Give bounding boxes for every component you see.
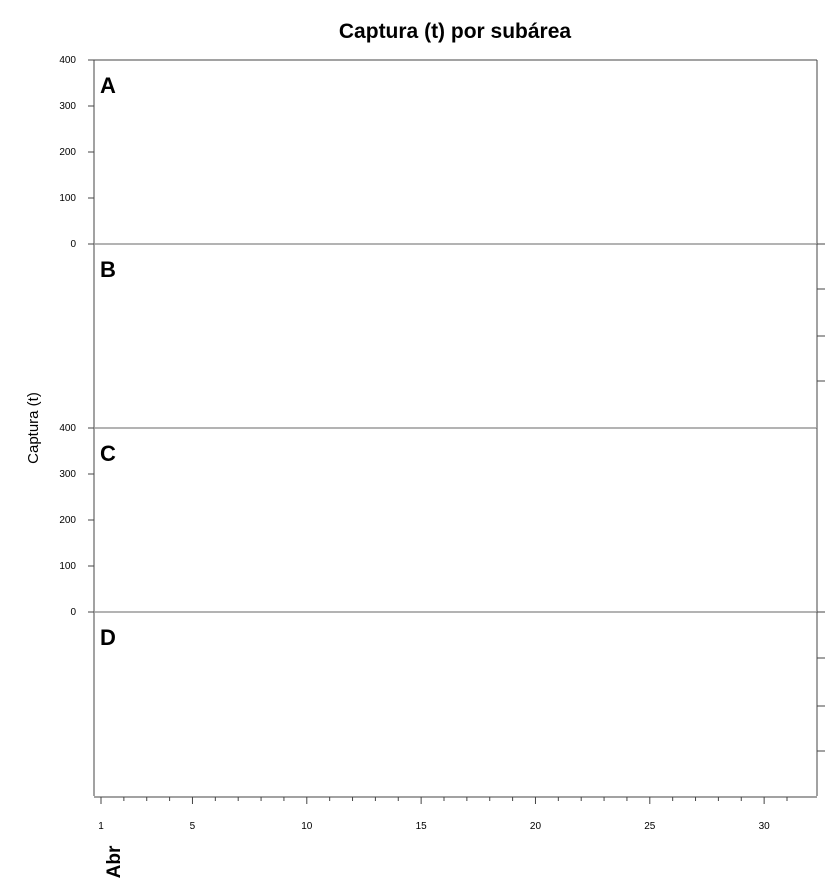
y-tick-label: 100 [59, 193, 76, 204]
y-tick-label: 200 [59, 147, 76, 158]
x-tick-label: 10 [301, 821, 313, 832]
x-tick-label: 25 [644, 821, 656, 832]
x-tick-label: 30 [759, 821, 771, 832]
panel-label: D [100, 625, 116, 650]
panel-b: B [93, 243, 825, 428]
x-tick-label: 5 [190, 821, 196, 832]
x-tick-label: 20 [530, 821, 542, 832]
chart-title: Captura (t) por subárea [339, 20, 572, 43]
y-tick-label: 0 [70, 607, 76, 618]
x-tick-label: 1 [98, 821, 104, 832]
y-tick-label: 300 [59, 469, 76, 480]
panel-label: C [100, 441, 116, 466]
y-tick-label: 300 [59, 101, 76, 112]
panel-d: D [93, 611, 825, 796]
right-axis [817, 611, 825, 752]
panel-a: A 0 100 200 300 400 [59, 55, 818, 250]
right-axis [817, 243, 825, 382]
y-tick-label: 400 [59, 423, 76, 434]
y-tick-label: 200 [59, 515, 76, 526]
panel-label: A [100, 73, 116, 98]
x-axis-month-label: Abr [104, 845, 125, 878]
x-tick-label: 15 [416, 821, 428, 832]
panel-c: C 0 100 200 300 400 [59, 423, 818, 618]
y-tick-label: 0 [70, 239, 76, 250]
y-axis-label: Captura (t) [25, 392, 42, 464]
x-axis: 1 5 10 15 20 25 30 [98, 797, 788, 832]
y-tick-label: 400 [59, 55, 76, 66]
panels-group: A 0 100 200 300 400 B C 0 100 200 300 400 D [59, 55, 825, 798]
y-axis: 0 100 200 300 400 [59, 423, 94, 618]
panel-label: B [100, 257, 116, 282]
y-tick-label: 100 [59, 561, 76, 572]
y-axis: 0 100 200 300 400 [59, 55, 94, 250]
